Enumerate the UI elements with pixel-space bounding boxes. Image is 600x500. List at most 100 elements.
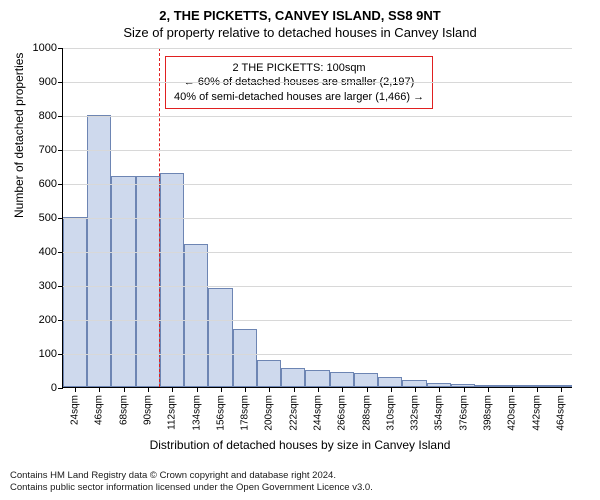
x-tick-mark — [75, 387, 76, 392]
x-tick-label: 112sqm — [167, 395, 178, 430]
y-tick-label: 400 — [39, 246, 57, 258]
x-tick-label: 90sqm — [143, 395, 154, 425]
x-tick-label: 46sqm — [94, 395, 105, 425]
gridline — [63, 150, 572, 151]
y-tick-label: 900 — [39, 76, 57, 88]
x-tick-label: 442sqm — [531, 395, 542, 431]
chart-plot-area: 2 THE PICKETTS: 100sqm ← 60% of detached… — [62, 48, 572, 388]
bar — [281, 368, 305, 387]
bar — [305, 370, 329, 387]
bar — [87, 115, 111, 387]
bar — [257, 360, 281, 387]
x-tick-mark — [294, 387, 295, 392]
gridline — [63, 82, 572, 83]
x-tick-mark — [439, 387, 440, 392]
gridline — [63, 184, 572, 185]
y-axis-label: Number of detached properties — [12, 53, 26, 218]
footer-line-1: Contains HM Land Registry data © Crown c… — [10, 470, 373, 482]
x-tick-mark — [512, 387, 513, 392]
y-tick-label: 1000 — [33, 42, 57, 54]
gridline — [63, 116, 572, 117]
y-tick-mark — [58, 184, 63, 185]
y-tick-label: 100 — [39, 348, 57, 360]
y-tick-label: 800 — [39, 110, 57, 122]
footer-attribution: Contains HM Land Registry data © Crown c… — [10, 470, 373, 494]
bar — [208, 288, 232, 387]
x-tick-label: 156sqm — [215, 395, 226, 431]
x-tick-mark — [537, 387, 538, 392]
x-tick-mark — [391, 387, 392, 392]
bar — [548, 385, 572, 387]
y-tick-mark — [58, 218, 63, 219]
y-tick-mark — [58, 354, 63, 355]
gridline — [63, 286, 572, 287]
x-tick-mark — [269, 387, 270, 392]
x-tick-mark — [342, 387, 343, 392]
x-tick-label: 354sqm — [434, 395, 445, 431]
x-tick-mark — [488, 387, 489, 392]
y-tick-mark — [58, 286, 63, 287]
y-tick-label: 700 — [39, 144, 57, 156]
x-tick-label: 178sqm — [240, 395, 251, 431]
x-tick-label: 332sqm — [410, 395, 421, 431]
annotation-line-1: 2 THE PICKETTS: 100sqm — [174, 61, 424, 75]
y-tick-mark — [58, 48, 63, 49]
bar — [378, 377, 402, 387]
bar — [523, 385, 547, 387]
x-tick-mark — [197, 387, 198, 392]
chart-title: 2, THE PICKETTS, CANVEY ISLAND, SS8 9NT — [0, 0, 600, 23]
y-tick-mark — [58, 116, 63, 117]
bar — [233, 329, 257, 387]
x-tick-mark — [464, 387, 465, 392]
x-tick-label: 222sqm — [288, 395, 299, 431]
y-tick-mark — [58, 388, 63, 389]
x-tick-label: 24sqm — [70, 395, 81, 425]
bar — [63, 217, 87, 387]
x-tick-label: 288sqm — [361, 395, 372, 431]
bar — [111, 176, 135, 387]
x-tick-mark — [367, 387, 368, 392]
y-tick-label: 500 — [39, 212, 57, 224]
x-tick-mark — [318, 387, 319, 392]
x-tick-mark — [221, 387, 222, 392]
gridline — [63, 218, 572, 219]
annotation-line-3: 40% of semi-detached houses are larger (… — [174, 90, 424, 104]
x-axis-label: Distribution of detached houses by size … — [0, 438, 600, 452]
x-tick-label: 376sqm — [458, 395, 469, 431]
x-tick-mark — [172, 387, 173, 392]
x-tick-label: 244sqm — [313, 395, 324, 431]
bar — [402, 380, 426, 387]
gridline — [63, 48, 572, 49]
y-tick-label: 200 — [39, 314, 57, 326]
bar — [330, 372, 354, 387]
x-tick-label: 398sqm — [483, 395, 494, 431]
y-tick-mark — [58, 150, 63, 151]
y-tick-mark — [58, 252, 63, 253]
x-tick-label: 420sqm — [507, 395, 518, 431]
x-tick-mark — [148, 387, 149, 392]
x-tick-mark — [99, 387, 100, 392]
y-tick-label: 300 — [39, 280, 57, 292]
x-tick-label: 68sqm — [118, 395, 129, 425]
y-tick-label: 0 — [51, 382, 57, 394]
x-tick-label: 310sqm — [385, 395, 396, 431]
bar — [136, 176, 160, 387]
chart-subtitle: Size of property relative to detached ho… — [0, 23, 600, 40]
x-tick-label: 200sqm — [264, 395, 275, 431]
bar — [354, 373, 378, 387]
bar — [184, 244, 208, 387]
x-tick-mark — [415, 387, 416, 392]
x-tick-mark — [245, 387, 246, 392]
y-tick-mark — [58, 320, 63, 321]
x-tick-label: 464sqm — [555, 395, 566, 431]
x-tick-label: 266sqm — [337, 395, 348, 431]
y-tick-mark — [58, 82, 63, 83]
x-tick-label: 134sqm — [191, 395, 202, 431]
y-tick-label: 600 — [39, 178, 57, 190]
gridline — [63, 354, 572, 355]
x-tick-mark — [561, 387, 562, 392]
gridline — [63, 320, 572, 321]
footer-line-2: Contains public sector information licen… — [10, 482, 373, 494]
gridline — [63, 252, 572, 253]
x-tick-mark — [124, 387, 125, 392]
